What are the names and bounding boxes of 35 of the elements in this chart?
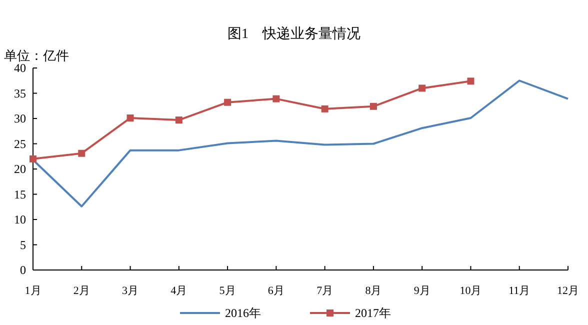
point — [272, 95, 280, 102]
x-tick-label: 3月 — [122, 285, 139, 297]
x-tick-label: 6月 — [268, 285, 284, 297]
y-tick-label: 40 — [14, 61, 26, 75]
x-tick-label: 11月 — [508, 285, 530, 297]
point — [321, 105, 328, 112]
legend-label: 2016年 — [225, 306, 261, 320]
point — [30, 155, 36, 162]
point — [175, 116, 182, 124]
x-tick-label: 1月 — [24, 285, 42, 297]
point — [370, 102, 377, 110]
y-tick-label: 0 — [20, 263, 26, 277]
x-tick-label: 9月 — [414, 285, 430, 297]
x-tick-label: 10月 — [460, 285, 482, 297]
point — [78, 150, 86, 157]
x-tick-label: 2月 — [73, 285, 90, 297]
y-tick-label: 35 — [14, 86, 26, 100]
legend-label: 2017年 — [355, 306, 391, 320]
y-axis-title: 单位：亿件 — [4, 48, 69, 63]
y-tick-label: 5 — [20, 238, 26, 252]
x-tick-label: 7月 — [316, 285, 334, 297]
x-tick-label: 12月 — [557, 285, 579, 297]
chart-title: 图1 快递业务量情况 — [228, 26, 360, 42]
point — [126, 114, 134, 122]
y-tick-label: 25 — [14, 136, 26, 151]
y-tick-label: 30 — [14, 112, 26, 126]
point — [467, 78, 474, 85]
x-tick-label: 5月 — [219, 285, 236, 297]
x-tick-label: 8月 — [365, 285, 382, 297]
x-tick-label: 4月 — [170, 285, 188, 297]
point — [418, 84, 426, 92]
point — [224, 98, 232, 106]
y-tick-label: 10 — [14, 212, 26, 226]
y-tick-label: 15 — [14, 187, 26, 202]
y-tick-label: 20 — [14, 162, 26, 176]
